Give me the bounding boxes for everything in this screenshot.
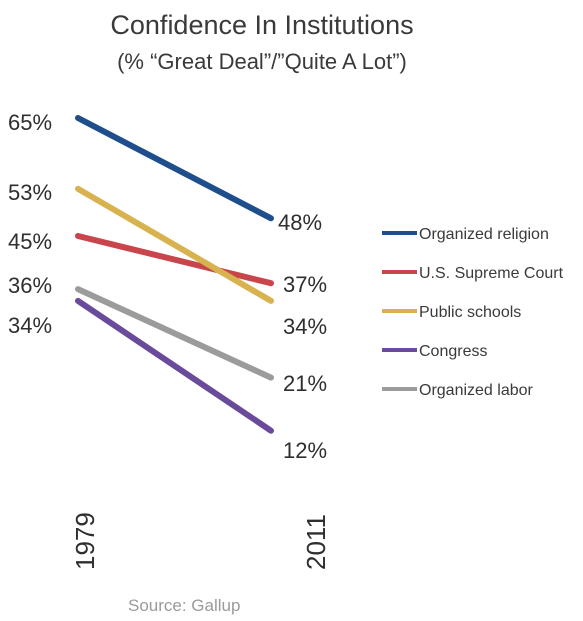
start-value-label: 53% (8, 180, 52, 205)
legend-label: U.S. Supreme Court (419, 265, 564, 282)
x-tick-label-1979: 1979 (70, 512, 100, 570)
chart-title: Confidence In Institutions (110, 10, 413, 40)
series-lines (75, 115, 274, 434)
end-value-label: 12% (283, 438, 327, 463)
chart-subtitle: (% “Great Deal”/”Quite A Lot”) (117, 49, 407, 74)
legend: Organized religion U.S. Supreme Court Publ… (382, 226, 564, 399)
start-value-label: 34% (8, 313, 52, 338)
legend-label: Organized religion (419, 226, 549, 243)
legend-label: Congress (419, 343, 487, 360)
legend-label: Organized labor (419, 382, 534, 399)
end-value-label: 37% (283, 272, 327, 297)
series-line-organized-labor (75, 286, 274, 381)
start-value-label: 65% (8, 110, 52, 135)
end-value-label: 21% (283, 371, 327, 396)
legend-label: Public schools (419, 304, 521, 321)
start-value-label: 36% (8, 273, 52, 298)
series-line-organized-religion (75, 115, 274, 222)
series-line-congress (75, 297, 274, 434)
source-note: Source: Gallup (128, 596, 240, 615)
x-tick-label-2011: 2011 (301, 514, 331, 570)
series-line-public-schools (75, 185, 274, 304)
end-value-label: 34% (283, 314, 327, 339)
end-value-label: 48% (278, 210, 322, 235)
series-line-u-s-supreme-court (75, 233, 274, 287)
start-value-label: 45% (8, 229, 52, 254)
